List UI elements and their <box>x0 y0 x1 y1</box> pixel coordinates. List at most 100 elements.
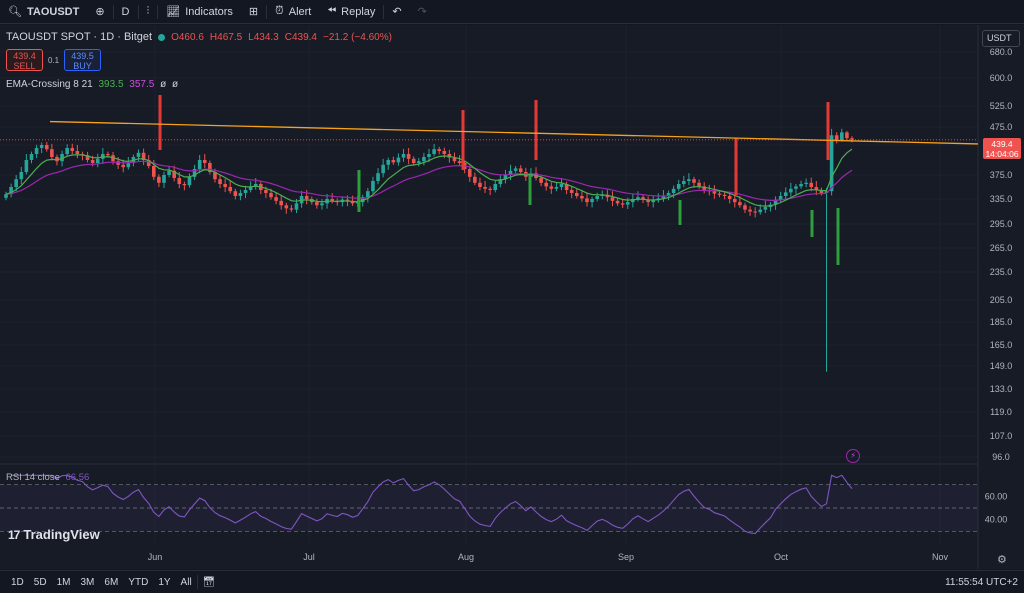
price-tick-label: 165.0 <box>990 340 1013 350</box>
range-ytd[interactable]: YTD <box>128 576 149 588</box>
ema-extra-2: ø <box>172 79 179 90</box>
chart-area[interactable]: 680.0600.0525.0475.0425.0375.0335.0295.0… <box>0 25 1024 569</box>
candle-body <box>65 148 69 154</box>
buy-button[interactable]: 439.5 BUY <box>64 49 101 71</box>
candle-body <box>320 203 324 206</box>
candle-body <box>417 161 421 163</box>
candle-body <box>748 209 752 212</box>
candle-body <box>498 179 503 184</box>
sell-price: 439.4 <box>13 51 36 61</box>
symbol-search-button[interactable]: 🔍︎ TAOUSDT <box>0 0 87 24</box>
candle-body <box>625 202 630 205</box>
toolbar-divider <box>196 575 198 589</box>
layouts-button[interactable]: ⊞ <box>241 0 266 24</box>
candle-body <box>218 179 222 184</box>
price-tick-label: 265.0 <box>990 243 1013 253</box>
range-6m[interactable]: 6M <box>104 576 119 588</box>
candle-body <box>19 172 24 180</box>
redo-button[interactable]: ↷ <box>410 0 435 24</box>
candle-body <box>376 173 380 181</box>
candle-body <box>646 199 650 203</box>
candle-body <box>406 154 411 159</box>
candle-body <box>126 163 131 168</box>
candle-body <box>233 191 238 196</box>
candle-body <box>381 164 385 174</box>
grid-icon: ⊞ <box>248 6 259 18</box>
candle-body <box>202 160 207 163</box>
range-5d[interactable]: 5D <box>33 576 47 588</box>
range-1m[interactable]: 1M <box>56 576 71 588</box>
candle-body <box>50 149 54 157</box>
price-tick-label: 235.0 <box>990 267 1013 277</box>
candle-body <box>850 138 854 140</box>
candle-body <box>294 203 299 210</box>
candle-body <box>274 197 278 201</box>
candle-body <box>172 170 176 178</box>
range-all[interactable]: All <box>180 576 192 588</box>
market-open-dot-icon <box>158 33 166 41</box>
range-1d[interactable]: 1D <box>11 576 24 588</box>
candle-body <box>121 164 126 168</box>
bottom-toolbar: 1D 5D 1M 3M 6M YTD 1Y All 📅︎ 11:55:54 UT… <box>0 570 1024 593</box>
candle-body <box>187 176 192 186</box>
candle-body <box>427 154 431 157</box>
candle-body <box>636 197 640 199</box>
ema-fast-value: 393.5 <box>98 79 124 90</box>
alarm-clock-icon: ⏰︎ <box>275 5 284 17</box>
candle-body <box>167 170 171 175</box>
rsi-value: 66.56 <box>65 472 90 483</box>
undo-button[interactable]: ↶ <box>384 0 409 24</box>
replay-button[interactable]: ⏪︎ Replay <box>319 0 383 24</box>
range-1y[interactable]: 1Y <box>158 576 171 588</box>
tradingview-logo: 17 TradingView <box>8 527 100 542</box>
candle-body <box>631 199 635 203</box>
candle-body <box>391 160 396 163</box>
buy-signal-bar <box>836 208 840 265</box>
legend-title: TAOUSDT SPOT · 1D · Bitget <box>6 31 153 43</box>
price-tick-label: 119.0 <box>990 407 1012 417</box>
candle-body <box>345 199 350 201</box>
price-chart-svg[interactable]: 680.0600.0525.0475.0425.0375.0335.0295.0… <box>0 25 1024 569</box>
candle-body <box>814 187 819 190</box>
goto-date-icon[interactable]: 📅︎ <box>202 576 216 588</box>
price-tick-label: 475.0 <box>990 122 1013 132</box>
legend-low: L434.3 <box>248 31 279 43</box>
candle-body <box>651 200 656 203</box>
settings-gear-icon[interactable]: ⚙︎ <box>997 554 1007 566</box>
currency-unit-button[interactable]: USDT <box>982 30 1020 47</box>
candle-body <box>585 198 589 203</box>
compare-button[interactable]: ⊕ <box>87 0 112 24</box>
toolbar-divider <box>266 4 268 19</box>
candle-body <box>824 191 829 193</box>
ema-legend[interactable]: EMA-Crossing 8 21 393.5 357.5 ø ø <box>6 79 178 90</box>
candle-body <box>671 188 676 193</box>
last-price-value: 439.4 <box>991 139 1013 149</box>
candle-body <box>208 163 212 172</box>
chart-type-button[interactable]: ⫶ <box>139 0 158 24</box>
candle-body <box>284 205 289 209</box>
candle-body <box>136 152 141 157</box>
rsi-legend[interactable]: RSI 14 close 66.56 <box>6 472 89 483</box>
candle-body <box>722 194 727 196</box>
candle-body <box>590 199 594 203</box>
buy-label: BUY <box>73 61 92 71</box>
indicators-button[interactable]: 📈︎ Indicators <box>158 0 241 24</box>
symbol-label: TAOUSDT <box>26 5 80 18</box>
last-price-tag: 439.4 14:04:06 <box>983 138 1021 159</box>
interval-button[interactable]: D <box>114 0 138 24</box>
candle-body <box>157 176 161 183</box>
trendline <box>49 120 979 145</box>
alert-button[interactable]: ⏰︎ Alert <box>267 0 319 24</box>
sell-button[interactable]: 439.4 SELL <box>6 49 43 71</box>
candle-body <box>360 197 365 203</box>
candle-body <box>743 205 747 210</box>
range-3m[interactable]: 3M <box>80 576 95 588</box>
price-tick-label: 149.0 <box>990 361 1013 371</box>
candle-body <box>682 181 686 184</box>
rewind-icon: ⏪︎ <box>327 5 337 17</box>
candle-body <box>580 196 584 199</box>
lightning-icon[interactable]: ⚡︎ <box>846 449 860 463</box>
candle-body <box>106 154 110 156</box>
undo-icon: ↶ <box>392 6 402 18</box>
price-tick-label: 107.0 <box>990 431 1013 441</box>
